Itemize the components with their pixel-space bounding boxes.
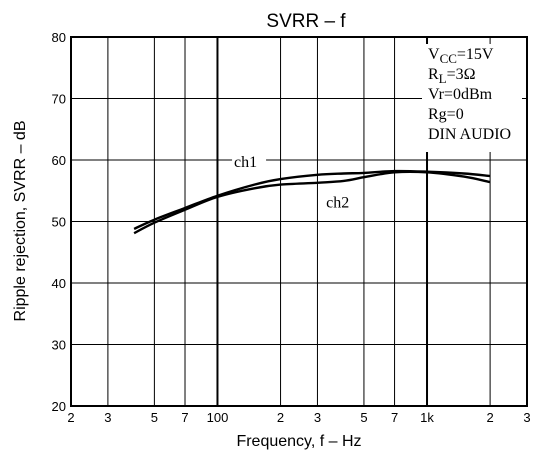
x-tick-label: 2 xyxy=(67,410,74,425)
y-tick-label: 80 xyxy=(52,30,66,45)
y-tick-label: 60 xyxy=(52,153,66,168)
conditions-background xyxy=(422,44,522,152)
condition-main: DIN AUDIO xyxy=(428,126,511,143)
condition-main: Vr=0dBm xyxy=(428,86,493,103)
x-axis-label: Frequency, f – Hz xyxy=(236,433,361,450)
condition-line: Vr=0dBm xyxy=(428,86,493,103)
series-lines: ch1 ch2 xyxy=(133,153,491,235)
series-label-ch1: ch1 xyxy=(234,154,257,171)
condition-line: DIN AUDIO xyxy=(428,126,511,143)
x-tick-label: 100 xyxy=(207,410,229,425)
condition-value: =15V xyxy=(457,46,494,63)
x-tick-label: 2 xyxy=(486,410,493,425)
x-tick-label: 1k xyxy=(420,410,434,425)
condition-line: Rg=0 xyxy=(428,106,464,123)
x-tick-label: 7 xyxy=(391,410,398,425)
plot-frame xyxy=(70,36,528,407)
chart-title: SVRR – f xyxy=(266,11,346,32)
condition-main: R xyxy=(428,66,439,83)
y-tick-label: 70 xyxy=(52,92,66,107)
x-tick-labels: 2 3 5 7 100 2 3 5 7 1k 2 3 xyxy=(67,410,530,425)
y-tick-label: 20 xyxy=(52,399,66,414)
condition-value: =3Ω xyxy=(447,66,476,83)
y-tick-label: 40 xyxy=(52,276,66,291)
x-tick-label: 5 xyxy=(360,410,367,425)
condition-main: V xyxy=(428,46,440,63)
series-label-bg xyxy=(232,153,267,171)
series-label-ch2: ch2 xyxy=(326,194,349,211)
series-line-ch2 xyxy=(133,170,491,235)
condition-subscript: L xyxy=(439,71,447,86)
y-tick-label: 50 xyxy=(52,215,66,230)
y-axis-label: Ripple rejection, SVRR – dB xyxy=(12,121,29,322)
x-tick-label: 3 xyxy=(314,410,321,425)
series-label-bg xyxy=(324,194,359,212)
condition-line: RL=3Ω xyxy=(428,66,476,86)
x-tick-label: 3 xyxy=(104,410,111,425)
y-tick-labels: 20 30 40 50 60 70 80 xyxy=(52,30,66,414)
x-tick-label: 5 xyxy=(151,410,158,425)
y-tick-label: 30 xyxy=(52,338,66,353)
condition-line: VCC=15V xyxy=(428,46,494,66)
x-tick-label: 2 xyxy=(277,410,284,425)
series-line-ch1 xyxy=(133,169,491,230)
condition-subscript: CC xyxy=(440,51,457,66)
x-tick-label: 3 xyxy=(523,410,530,425)
x-tick-label: 7 xyxy=(181,410,188,425)
condition-main: Rg=0 xyxy=(428,106,464,123)
